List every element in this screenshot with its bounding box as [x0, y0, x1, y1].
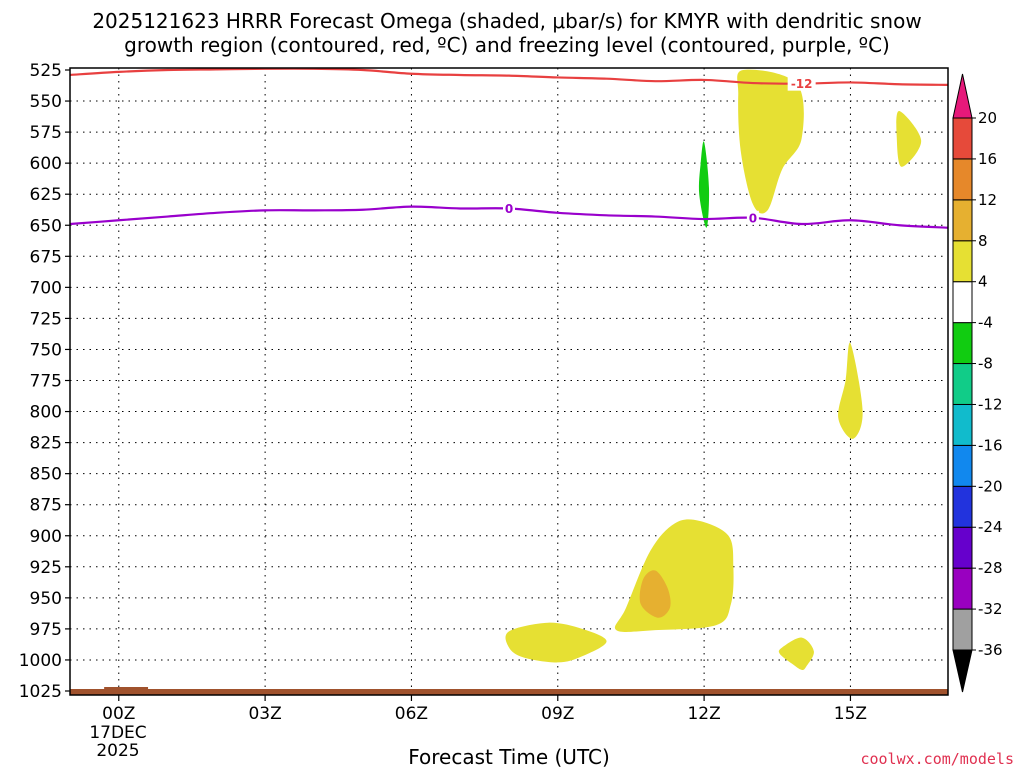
y-tick-label: 700: [30, 278, 62, 298]
colorbar-swatch: [952, 363, 973, 405]
x-tick-label: 12Z: [687, 704, 720, 724]
colorbar-swatch: [952, 485, 973, 528]
colorbar-swatch: [952, 199, 973, 242]
colorbar-label: 16: [978, 150, 997, 168]
y-tick-label: 900: [30, 527, 62, 547]
colorbar-swatch: [952, 281, 973, 324]
x-tick-label: 09Z: [541, 704, 574, 724]
colorbar: -36 -32 -28 -24 -20 -16 -12 -8 -4 4 8 12 16 20: [952, 73, 1003, 693]
x-tick-label: 06Z: [395, 704, 428, 724]
y-tick-label: 875: [30, 496, 62, 516]
colorbar-label: -16: [978, 436, 1003, 454]
colorbar-label: 20: [978, 109, 997, 127]
plot-border: [69, 67, 949, 696]
colorbar-label: 4: [978, 273, 988, 291]
y-tick-label: 725: [30, 309, 62, 329]
chart-title-line-1: 2025121623 HRRR Forecast Omega (shaded, …: [92, 9, 921, 33]
omega-region: [896, 110, 922, 167]
y-tick-label: 825: [30, 434, 62, 454]
colorbar-swatch: [952, 567, 973, 610]
x-date-day-label: 17DEC: [89, 723, 146, 743]
colorbar-label: 8: [978, 232, 988, 250]
x-axis: 00Z 03Z 06Z 09Z 12Z 15Z: [102, 695, 867, 724]
freezing-level-contour-label: 0: [749, 211, 757, 225]
x-axis-title: Forecast Time (UTC): [408, 745, 610, 768]
y-tick-label: 950: [30, 589, 62, 609]
y-tick-label: 600: [30, 154, 62, 174]
colorbar-swatch: [952, 526, 973, 569]
omega-region: [838, 342, 863, 439]
y-tick-label: 1025: [19, 682, 62, 702]
x-tick-label: 00Z: [102, 704, 135, 724]
colorbar-label: -8: [978, 355, 993, 373]
y-tick-label: 800: [30, 403, 62, 423]
colorbar-swatch: [952, 117, 973, 160]
colorbar-swatch: [952, 158, 973, 201]
colorbar-top-arrow: [952, 73, 973, 119]
ground-strip: [70, 689, 948, 695]
y-tick-label: 575: [30, 123, 62, 143]
colorbar-swatch: [952, 403, 973, 446]
y-tick-label: 850: [30, 465, 62, 485]
ground-layer: [70, 687, 948, 695]
colorbar-label: 12: [978, 191, 997, 209]
dgz-contour-label-bg: [787, 76, 816, 91]
colorbar-label: -36: [978, 641, 1003, 659]
colorbar-label: -20: [978, 477, 1003, 495]
x-tick-label: 03Z: [248, 704, 281, 724]
y-tick-label: 750: [30, 340, 62, 360]
y-tick-label: 975: [30, 620, 62, 640]
dgz-contour-label: -12: [791, 77, 813, 91]
omega-region: [639, 570, 671, 618]
colorbar-bottom-arrow: [952, 649, 973, 693]
y-axis: 525 550 575 600 625 650 675 700 725 750 775 800 825 8…: [19, 61, 70, 702]
ground-bump: [104, 687, 149, 690]
x-tick-label: 15Z: [834, 704, 867, 724]
y-tick-label: 775: [30, 372, 62, 392]
contour-layer: -12 0 0: [70, 68, 948, 229]
colorbar-label: -12: [978, 395, 1003, 413]
omega-region: [505, 622, 607, 663]
omega-region: [737, 69, 804, 214]
colorbar-swatch: [952, 322, 973, 365]
colorbar-label: -24: [978, 518, 1003, 536]
omega-shading-layer: [505, 69, 922, 670]
chart-title-line-2: growth region (contoured, red, ºC) and f…: [124, 33, 890, 57]
freezing-level-contour-label-bg: [746, 210, 759, 225]
plot-area: [70, 68, 948, 695]
colorbar-swatch: [952, 240, 973, 283]
freezing-level-contour-label: 0: [505, 202, 513, 216]
omega-region: [698, 141, 710, 228]
credit-text: coolwx.com/models: [860, 750, 1014, 768]
y-tick-label: 650: [30, 216, 62, 236]
y-tick-label: 675: [30, 247, 62, 267]
colorbar-swatch: [952, 608, 973, 651]
colorbar-label: -28: [978, 559, 1003, 577]
colorbar-swatch: [952, 444, 973, 487]
y-tick-label: 925: [30, 558, 62, 578]
y-tick-label: 550: [30, 92, 62, 112]
x-date-year-label: 2025: [96, 741, 139, 761]
freezing-level-contour-label-bg: [503, 201, 515, 216]
y-tick-label: 1000: [19, 651, 62, 671]
omega-region: [778, 637, 814, 670]
colorbar-label: -4: [978, 314, 993, 332]
colorbar-label: -32: [978, 600, 1003, 618]
y-tick-label: 525: [30, 61, 62, 81]
y-tick-label: 625: [30, 185, 62, 205]
